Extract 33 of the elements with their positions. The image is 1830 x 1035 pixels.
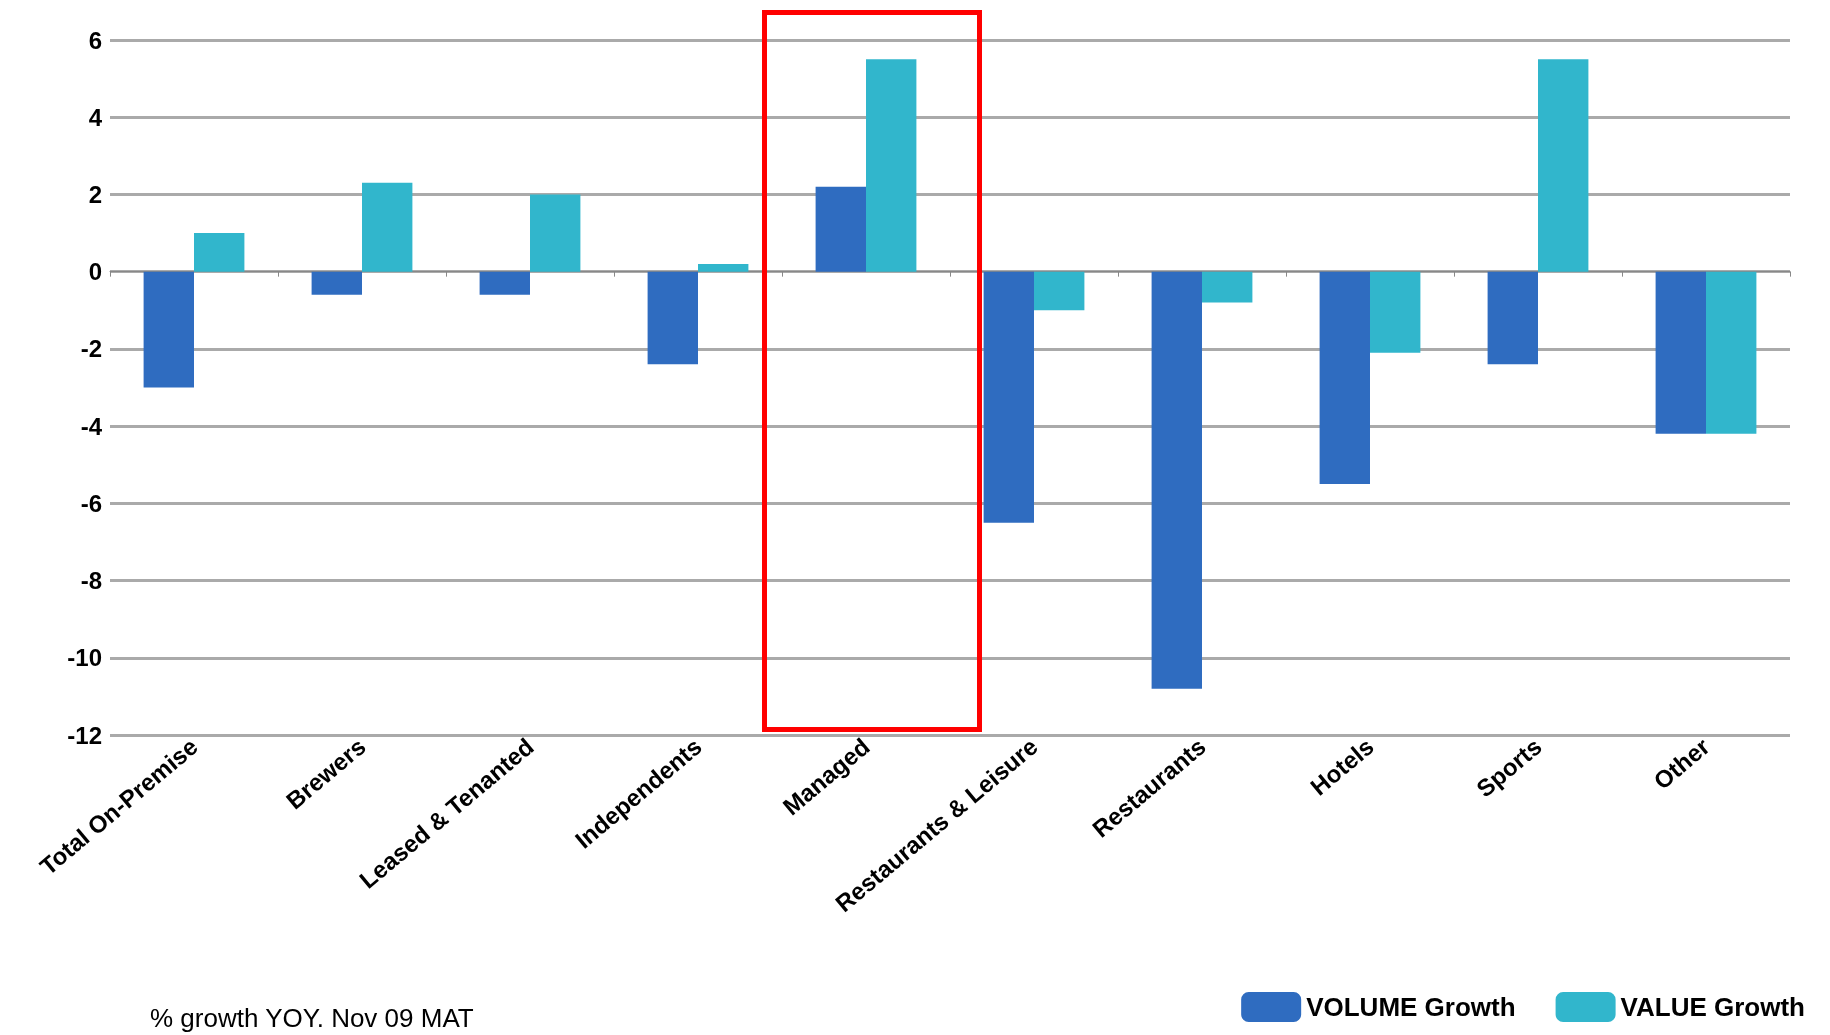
bar — [530, 194, 581, 272]
legend-label: VOLUME Growth — [1306, 992, 1516, 1022]
y-tick-label: 6 — [88, 26, 102, 54]
y-tick-label: -6 — [80, 489, 102, 517]
bar — [698, 263, 749, 272]
bar — [1202, 271, 1253, 303]
y-tick-label: -4 — [80, 412, 103, 440]
text: % growth YOY. Nov 09 MAT — [150, 1003, 474, 1034]
y-tick-label: 2 — [88, 180, 102, 208]
bar — [1655, 271, 1706, 434]
y-tick-label: -8 — [80, 567, 102, 595]
bar — [1151, 271, 1202, 689]
bar — [1538, 59, 1589, 272]
bar — [1706, 271, 1757, 434]
y-tick-label: 4 — [88, 103, 103, 131]
bar — [311, 271, 362, 295]
bar — [1370, 271, 1421, 353]
y-tick-label: -2 — [80, 335, 102, 363]
bar — [866, 59, 917, 272]
bar — [362, 182, 413, 272]
bar — [647, 271, 698, 365]
bar — [1487, 271, 1538, 365]
bar — [815, 186, 866, 272]
bar — [983, 271, 1034, 523]
bar — [143, 271, 194, 388]
y-tick-label: -10 — [67, 644, 102, 672]
bar — [1319, 271, 1370, 485]
bar — [1034, 271, 1085, 311]
bar — [194, 233, 245, 272]
legend-label: VALUE Growth — [1620, 992, 1806, 1022]
bar — [479, 271, 530, 295]
y-tick-label: -12 — [67, 721, 102, 749]
y-tick-label: 0 — [88, 258, 102, 286]
